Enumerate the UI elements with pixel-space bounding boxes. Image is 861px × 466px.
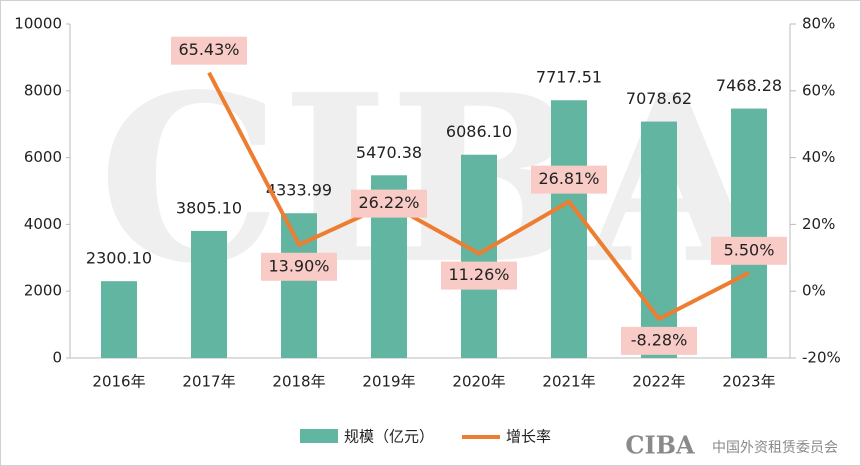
- legend-label: 增长率: [506, 428, 551, 446]
- bar-value-label: 3805.10: [176, 198, 242, 217]
- bar: [551, 100, 587, 358]
- bar: [731, 108, 767, 358]
- label-box: [621, 326, 697, 355]
- x-tick-label: 2022年: [632, 373, 685, 391]
- x-tick-label: 2020年: [452, 373, 505, 391]
- y2-tick-label: -20%: [802, 349, 841, 367]
- y2-tick-label: 60%: [802, 81, 835, 99]
- y-tick-label: 0: [52, 349, 62, 367]
- legend-label: 规模（亿元）: [344, 428, 434, 446]
- line-value-label: 26.22%: [358, 193, 419, 212]
- bar-value-label: 2300.10: [86, 249, 152, 268]
- source: 中国外资租赁委员会: [712, 440, 838, 456]
- x-tick-label: 2017年: [182, 373, 235, 391]
- x-tick-label: 2023年: [722, 373, 775, 391]
- bar-value-label: 5470.38: [356, 143, 422, 162]
- y-tick-label: 10000: [14, 15, 62, 33]
- bar-value-label: 7078.62: [626, 89, 692, 108]
- y-tick-label: 4000: [24, 215, 62, 233]
- y2-tick-label: 20%: [802, 215, 835, 233]
- x-tick-label: 2016年: [92, 373, 145, 391]
- line-value-label: 11.26%: [448, 265, 509, 284]
- label-box: [261, 252, 337, 281]
- line-value-label: -8.28%: [631, 330, 688, 349]
- label-box: [171, 36, 247, 65]
- line-value-label: 65.43%: [178, 40, 239, 59]
- y-tick-label: 8000: [24, 81, 62, 99]
- line-value-label: 5.50%: [724, 240, 775, 259]
- y-tick-label: 2000: [24, 282, 62, 300]
- bar: [641, 121, 677, 358]
- y-tick-label: 6000: [24, 148, 62, 166]
- label-box: [711, 236, 787, 265]
- bar-value-label: 6086.10: [446, 122, 512, 141]
- logo: CIBA: [625, 431, 695, 460]
- bar-value-label: 7717.51: [536, 68, 602, 87]
- x-tick-label: 2021年: [542, 373, 595, 391]
- bar-value-label: 4333.99: [266, 181, 332, 200]
- line-value-label: 26.81%: [538, 169, 599, 188]
- x-tick-label: 2018年: [272, 373, 325, 391]
- label-box: [351, 189, 427, 218]
- y2-tick-label: 0%: [802, 282, 826, 300]
- bar: [191, 230, 227, 358]
- growth-line: [207, 71, 750, 321]
- plot: 0 2000 4000 6000 8000 10000 -20% 0% 20% 40% 60% 80%…: [14, 15, 840, 446]
- line-value-label: 13.90%: [268, 256, 329, 275]
- y2-tick-label: 40%: [802, 148, 835, 166]
- y2-tick-label: 80%: [802, 15, 835, 33]
- bar: [461, 154, 497, 358]
- legend-swatch: [300, 429, 338, 443]
- bar: [101, 281, 137, 358]
- label-box: [441, 261, 517, 290]
- bar-value-label: 7468.28: [716, 76, 782, 95]
- label-box: [531, 165, 607, 194]
- bar: [281, 213, 317, 358]
- x-tick-label: 2019年: [362, 373, 415, 391]
